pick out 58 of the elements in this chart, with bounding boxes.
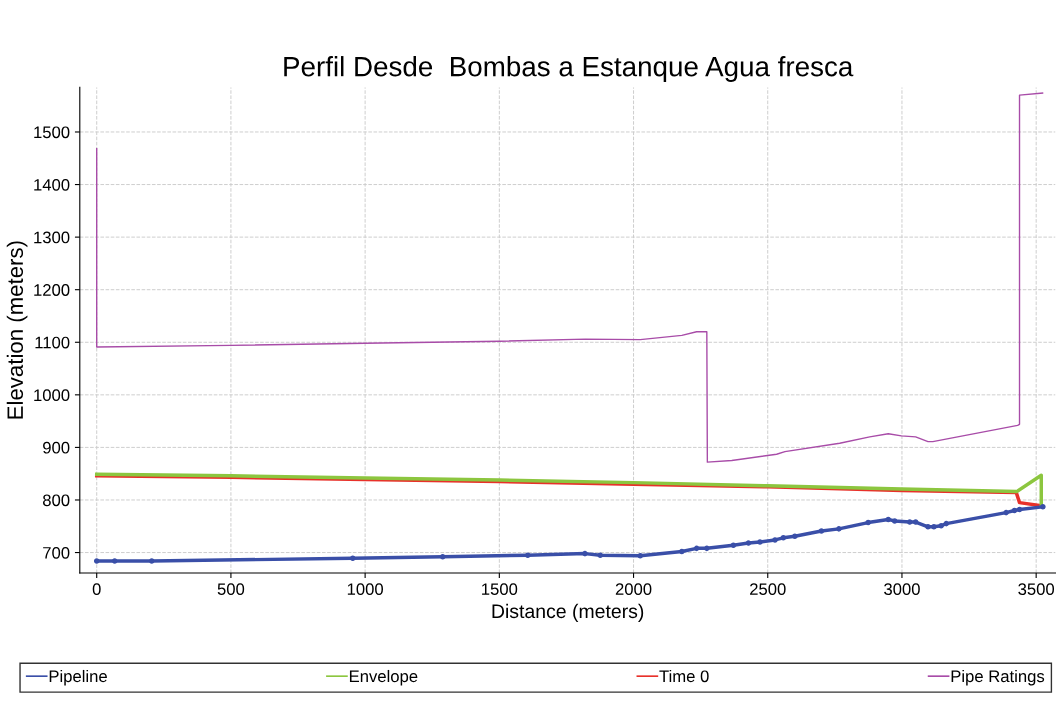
- point: [745, 540, 752, 546]
- x-tick-label: 2000: [615, 583, 652, 596]
- point: [730, 542, 737, 548]
- point: [1040, 504, 1046, 510]
- y-axis-title: Elevation (meters): [6, 241, 28, 419]
- x-tick-label: 2500: [750, 583, 786, 596]
- point: [938, 522, 944, 529]
- x-tick-label: 1000: [347, 583, 384, 596]
- point: [885, 516, 892, 523]
- point: [780, 535, 787, 541]
- point: [891, 518, 898, 524]
- point: [906, 519, 913, 525]
- point: [637, 552, 644, 559]
- point: [349, 555, 356, 562]
- y-tick-label: 700: [43, 546, 70, 559]
- point: [693, 545, 700, 552]
- legend-label: Pipe Ratings: [951, 669, 1045, 686]
- legend-label: Envelope: [349, 669, 418, 686]
- point: [704, 545, 710, 552]
- point: [1016, 506, 1023, 513]
- point: [818, 528, 825, 534]
- x-tick-label: 3000: [884, 583, 920, 596]
- point: [792, 533, 798, 540]
- point: [836, 526, 842, 532]
- y-tick-label: 1000: [34, 389, 70, 402]
- y-tick-label: 1500: [34, 126, 70, 139]
- x-tick-label: 0: [92, 583, 101, 596]
- point: [1011, 507, 1018, 514]
- point: [111, 558, 118, 564]
- x-axis-title: Distance (meters): [492, 603, 644, 622]
- y-tick-label: 1300: [34, 231, 70, 244]
- point: [93, 558, 100, 564]
- point: [582, 550, 588, 557]
- point: [679, 548, 685, 555]
- point: [597, 552, 604, 558]
- point: [865, 519, 871, 526]
- point: [772, 537, 778, 543]
- y-tick-label: 800: [43, 494, 70, 507]
- legend-label: Time 0: [659, 669, 709, 683]
- point: [757, 539, 763, 545]
- y-tick-label: 1400: [34, 178, 70, 191]
- line-series: [96, 92, 1044, 463]
- point: [439, 553, 446, 560]
- point: [943, 520, 950, 527]
- x-tick-label: 1500: [482, 583, 518, 596]
- chart-title: Perfil Desde Bombas a Estanque Agua fresca: [284, 56, 854, 82]
- point: [931, 524, 937, 530]
- point: [525, 552, 531, 558]
- legend-label: Pipeline: [49, 669, 107, 686]
- y-tick-label: 900: [43, 441, 70, 454]
- point: [912, 519, 919, 525]
- y-tick-label: 1100: [35, 336, 70, 349]
- y-tick-label: 1200: [34, 284, 70, 296]
- point: [925, 524, 931, 530]
- x-tick-label: 500: [217, 583, 245, 596]
- x-tick-label: 3500: [1018, 583, 1055, 596]
- point: [148, 558, 155, 564]
- point: [1003, 509, 1009, 516]
